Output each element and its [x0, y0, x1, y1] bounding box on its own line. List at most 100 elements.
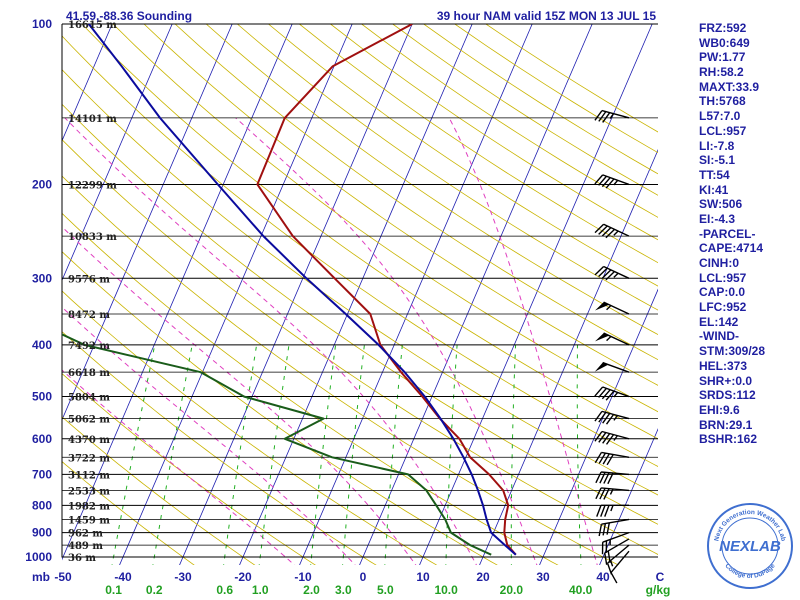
- sounding-index-item: EHI:9.6: [699, 402, 740, 417]
- wind-barb: [594, 410, 630, 425]
- wind-barb: [594, 386, 630, 401]
- wind-barb: [594, 451, 630, 466]
- mixing-ratio-line: [152, 344, 193, 565]
- temperature-profile-line: [256, 24, 517, 556]
- wind-barb-flag: [599, 488, 606, 500]
- temperature-tick-label: -20: [234, 570, 252, 584]
- wind-barb-flag: [601, 389, 611, 400]
- pressure-tick-label: 100: [32, 17, 52, 31]
- nexlab-logo: Next Generation Weather Lab College of D…: [707, 503, 793, 589]
- wind-barb-flag: [602, 453, 610, 465]
- wind-barb-flag: [594, 452, 603, 464]
- pressure-tick-label: 700: [32, 467, 52, 481]
- height-label: 1982 m: [68, 501, 110, 512]
- pressure-tick-label: 800: [32, 498, 52, 512]
- height-label: 8472 m: [68, 310, 110, 321]
- dry-adiabat-line: [299, 24, 658, 264]
- sounding-index-item: EL:142: [699, 314, 739, 329]
- pressure-tick-label: 500: [32, 390, 52, 404]
- wind-barb-flag: [598, 452, 606, 464]
- wind-barb-flag: [603, 488, 610, 500]
- mixing-ratio-label: 1.0: [252, 583, 269, 597]
- height-label: 36 m: [68, 553, 96, 564]
- dry-adiabat-line: [62, 251, 498, 565]
- height-label: 14101 m: [68, 114, 117, 125]
- wind-barb-flag: [594, 223, 605, 234]
- height-label: 10833 m: [68, 232, 117, 243]
- location-title: 41.59,-88.36 Sounding: [66, 9, 192, 23]
- isotherm-line: [62, 24, 233, 421]
- dry-adiabat-line: [62, 69, 658, 496]
- wind-barb-shaft: [601, 109, 630, 119]
- mixing-ratio-label: 2.0: [303, 583, 320, 597]
- sounding-index-item: -PARCEL-: [699, 226, 756, 241]
- wind-barb-flag: [594, 265, 605, 276]
- wind-barb: [594, 174, 630, 189]
- isotherm-line: [239, 24, 473, 565]
- temperature-tick-label: 40: [596, 570, 610, 584]
- wind-barb-half-flag: [606, 335, 612, 342]
- wind-barb-flag: [605, 434, 615, 445]
- isotherm-line: [599, 428, 658, 565]
- wind-barb-half-flag: [606, 305, 612, 311]
- wind-barb: [595, 332, 630, 346]
- dry-adiabat-line: [112, 24, 658, 413]
- pressure-tick-label: 600: [32, 432, 52, 446]
- dry-adiabat-line: [268, 24, 658, 287]
- dry-adiabat-line: [205, 24, 658, 336]
- temperature-tick-label: -50: [54, 570, 72, 584]
- wind-barb-flag: [598, 411, 607, 423]
- height-label: 6618 m: [68, 368, 110, 379]
- wind-barb-flag: [599, 472, 606, 484]
- sounding-index-item: LFC:952: [699, 300, 747, 315]
- wind-barb-half-flag: [609, 560, 614, 567]
- temperature-tick-label: 10: [416, 570, 430, 584]
- sounding-index-item: FRZ:592: [699, 21, 747, 35]
- wind-barb-shaft: [601, 518, 630, 525]
- wind-barb-pennant: [595, 333, 610, 342]
- wind-barb-flag: [605, 414, 615, 425]
- wind-barb-flag: [594, 174, 604, 185]
- plot-frame: [61, 24, 658, 558]
- dry-adiabat-line: [62, 103, 658, 525]
- wind-barb-flag: [602, 112, 611, 123]
- wind-barb-flag: [604, 552, 608, 565]
- wind-barb-flag: [607, 472, 614, 485]
- wind-barb-flag: [605, 390, 615, 401]
- mixing-ratio-label: 0.1: [105, 583, 122, 597]
- wind-barb-flag: [600, 505, 606, 517]
- sounding-index-item: RH:58.2: [699, 65, 744, 80]
- mixing-ratio-label: 10.0: [434, 583, 458, 597]
- sounding-index-item: BRN:29.1: [699, 417, 753, 432]
- wind-barb: [594, 223, 630, 239]
- sounding-index-item: WB0:649: [699, 35, 750, 50]
- wind-barb-flag: [598, 267, 608, 278]
- dry-adiabat-line: [62, 35, 658, 467]
- mixing-ratio-label: 20.0: [500, 583, 524, 597]
- sounding-index-item: PW:1.77: [699, 50, 746, 65]
- dry-adiabat-line: [174, 24, 658, 361]
- height-label: 5804 m: [68, 393, 110, 404]
- temperature-tick-label: 20: [476, 570, 490, 584]
- mixing-ratio-unit-label: g/kg: [646, 583, 671, 597]
- wind-barb-half-flag: [613, 391, 619, 398]
- wind-barb: [595, 301, 630, 315]
- dry-adiabat-line: [143, 24, 658, 386]
- temperature-tick-label: -40: [114, 570, 132, 584]
- wind-barb: [594, 430, 630, 445]
- height-label: 489 m: [68, 541, 103, 552]
- wind-barb-half-flag: [613, 272, 619, 278]
- sounding-index-item: SI:-5.1: [699, 153, 736, 168]
- temperature-tick-label: -30: [174, 570, 192, 584]
- profile-series: [62, 24, 517, 556]
- dry-adiabat-line: [62, 331, 377, 565]
- wind-barb-flag: [598, 432, 607, 443]
- wind-barb-flag: [606, 562, 613, 575]
- height-label: 3722 m: [68, 453, 110, 464]
- height-label: 5062 m: [68, 415, 110, 426]
- sounding-index-item: EI:-4.3: [699, 211, 736, 226]
- dry-adiabat-line: [62, 416, 256, 565]
- parcel-profile-line: [88, 24, 517, 556]
- wind-barb-flag: [602, 433, 611, 444]
